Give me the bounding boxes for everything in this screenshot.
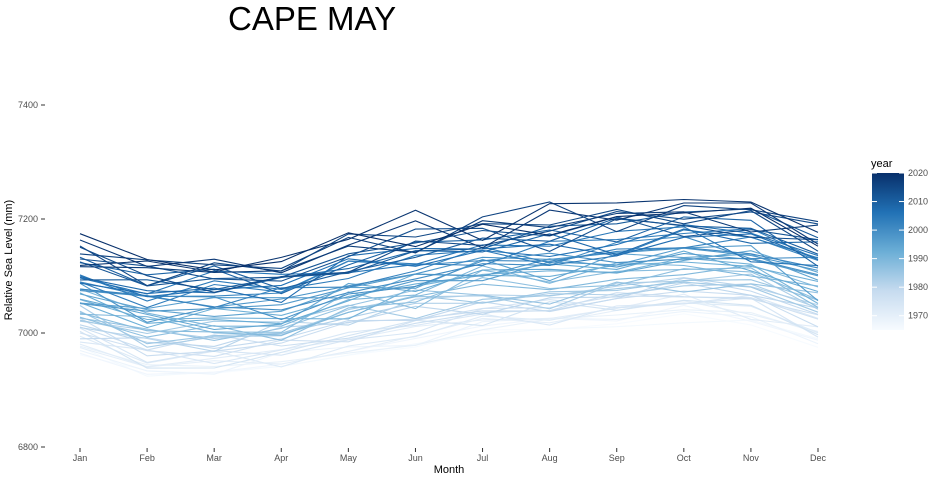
x-tick-label: Jun [408, 453, 423, 463]
x-tick-label: May [340, 453, 358, 463]
series-line [79, 310, 819, 375]
series-line [79, 211, 819, 273]
series-line [79, 208, 819, 291]
y-axis: 6800 7000 7200 7400 [18, 100, 45, 452]
series-line [79, 281, 819, 341]
series-line [79, 277, 819, 352]
legend-colorbar [872, 173, 904, 330]
series-line [79, 290, 819, 357]
series-line [79, 261, 819, 329]
chart-title: CAPE MAY [228, 0, 396, 37]
series-line [79, 228, 819, 294]
legend-title: year [871, 158, 893, 170]
series-line [79, 267, 819, 333]
series-line [79, 304, 819, 375]
x-tick-label: Aug [542, 453, 558, 463]
x-tick-label: Jul [477, 453, 489, 463]
series-line [79, 299, 819, 369]
series-line [79, 202, 819, 274]
y-tick-label: 6800 [18, 442, 38, 452]
series-line [79, 302, 819, 368]
x-tick-label: Mar [206, 453, 222, 463]
series-line [79, 211, 819, 293]
legend-ticks: 1970 1980 1990 2000 2010 2020 [872, 168, 928, 321]
series-lines [79, 198, 819, 377]
x-axis: Jan Feb Mar Apr May Jun Jul Aug Sep Oct Nov Dec [73, 448, 827, 463]
series-line [79, 198, 819, 273]
x-tick-label: Feb [139, 453, 155, 463]
color-legend: year 1970 1980 1990 2000 2010 2020 [871, 158, 928, 330]
series-line [79, 264, 819, 336]
series-line [79, 236, 819, 309]
x-tick-label: Jan [73, 453, 88, 463]
series-line [79, 226, 819, 295]
legend-tick-label: 1970 [908, 311, 928, 321]
y-tick-label: 7000 [18, 328, 38, 338]
series-line [79, 207, 819, 271]
y-tick-label: 7400 [18, 100, 38, 110]
legend-tick-label: 2000 [908, 225, 928, 235]
legend-tick-label: 1980 [908, 282, 928, 292]
x-tick-label: Dec [810, 453, 827, 463]
series-line [79, 218, 819, 282]
series-line [79, 262, 819, 327]
x-tick-label: Sep [609, 453, 625, 463]
series-line [79, 309, 819, 368]
series-line [79, 281, 819, 335]
series-line [79, 247, 819, 323]
x-tick-label: Oct [677, 453, 692, 463]
x-axis-title: Month [434, 464, 465, 476]
legend-tick-label: 1990 [908, 254, 928, 264]
legend-tick-label: 2010 [908, 197, 928, 207]
x-tick-label: Nov [743, 453, 760, 463]
series-line [79, 252, 819, 321]
x-tick-label: Apr [274, 453, 288, 463]
y-axis-title: Relative Sea Level (mm) [3, 200, 15, 320]
series-line [79, 247, 819, 298]
series-line [79, 217, 819, 290]
series-line [79, 208, 819, 287]
series-line [79, 279, 819, 345]
legend-tick-label: 2020 [908, 168, 928, 178]
series-line [79, 297, 819, 363]
y-tick-label: 7200 [18, 214, 38, 224]
series-line [79, 245, 819, 310]
